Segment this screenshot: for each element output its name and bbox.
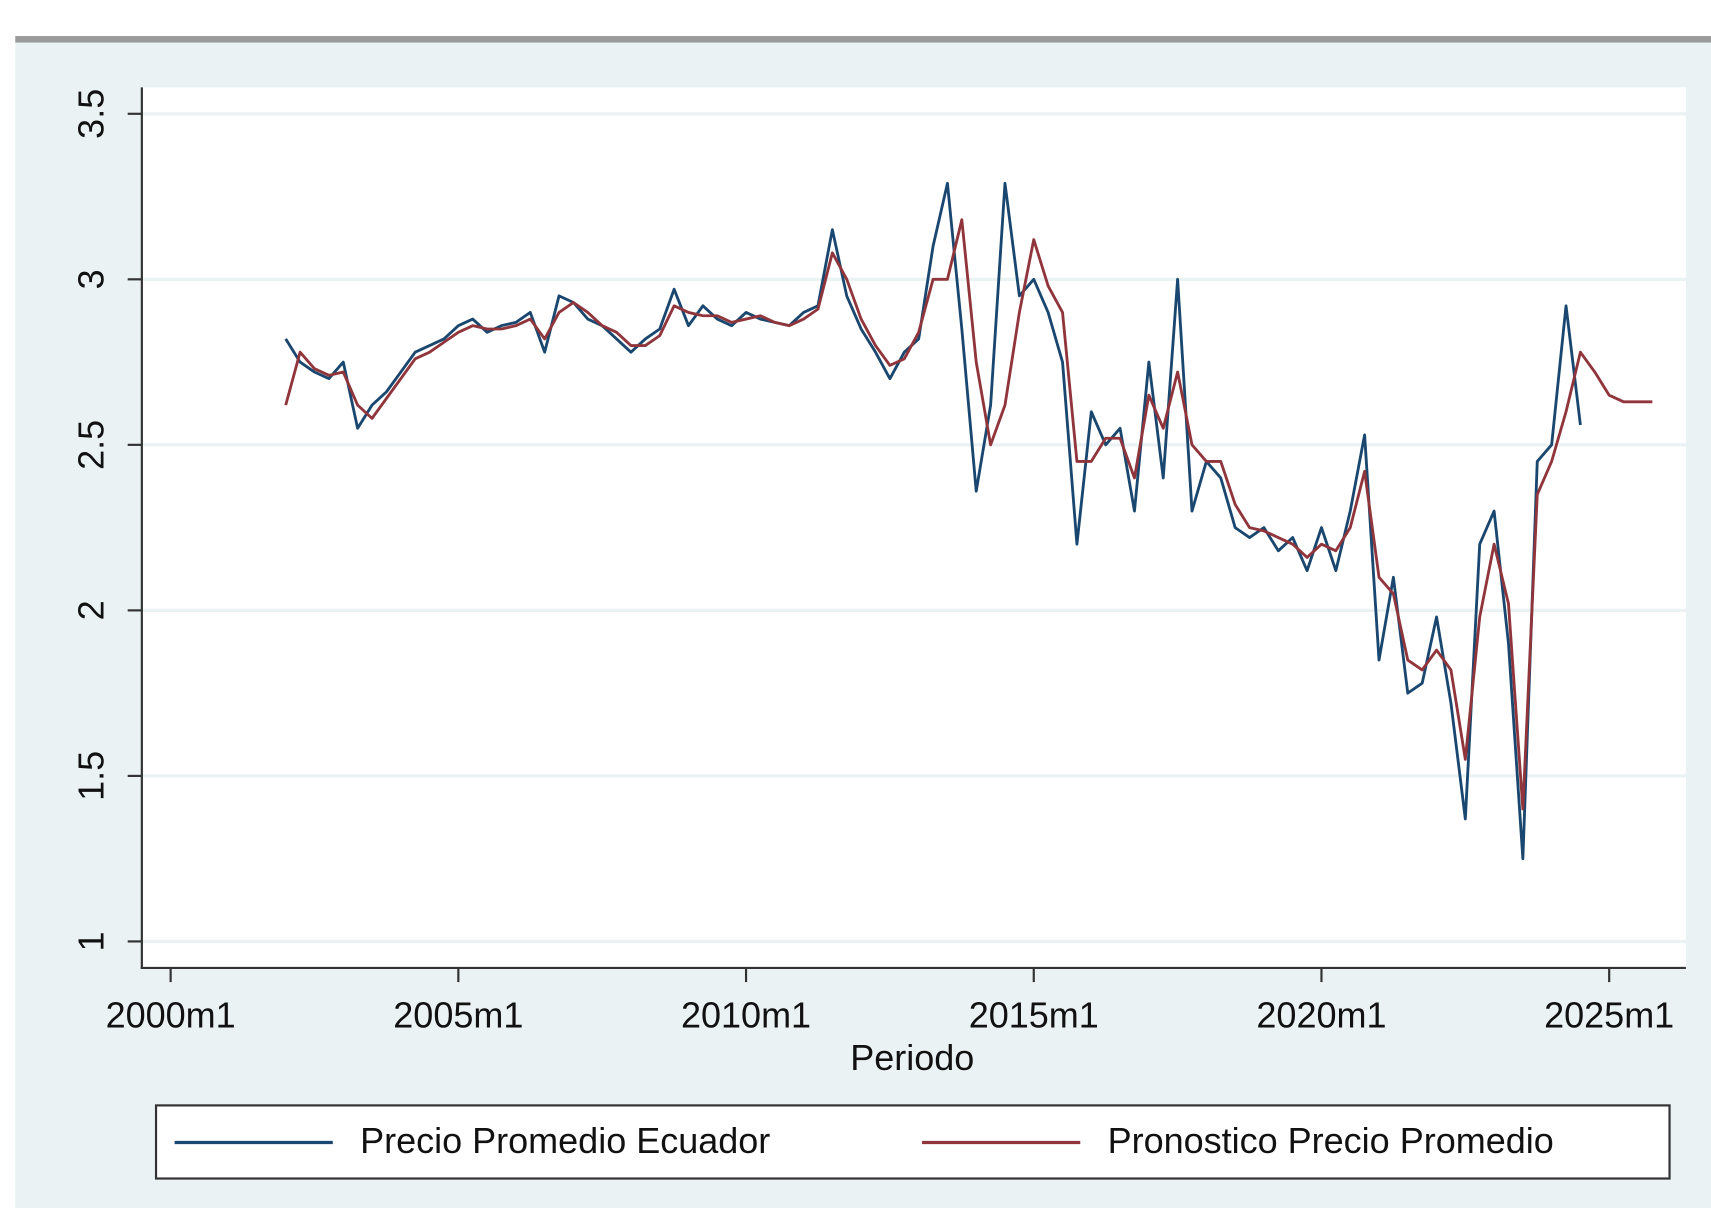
x-tick-label: 2005m1 — [393, 995, 523, 1036]
x-tick-label: 2010m1 — [681, 995, 811, 1036]
y-tick-label: 3.5 — [70, 89, 111, 139]
y-tick-label: 3 — [70, 269, 111, 289]
y-tick-label: 1 — [70, 931, 111, 951]
x-tick-label: 2015m1 — [969, 995, 1099, 1036]
x-tick-label: 2000m1 — [106, 995, 236, 1036]
x-axis-title: Periodo — [850, 1037, 974, 1078]
y-tick-label: 2.5 — [70, 420, 111, 470]
legend-label: Precio Promedio Ecuador — [360, 1120, 770, 1161]
plot-region — [141, 87, 1686, 968]
x-tick-label: 2020m1 — [1256, 995, 1386, 1036]
grid-group — [141, 112, 1686, 944]
data-line — [284, 181, 1582, 861]
y-tick-label: 1.5 — [70, 751, 111, 801]
data-line — [284, 218, 1653, 811]
legend-label: Pronostico Precio Promedio — [1108, 1120, 1554, 1161]
x-tick-label: 2025m1 — [1544, 995, 1674, 1036]
top-bar — [15, 36, 1711, 43]
axis-group: 1 1.5 2 2.5 3 3.5 2000m1 2005m1 2010m1 2015m1 2020… — [70, 87, 1686, 1036]
line-group — [284, 181, 1653, 861]
legend-box — [154, 1104, 1671, 1180]
y-tick-label: 2 — [70, 600, 111, 620]
